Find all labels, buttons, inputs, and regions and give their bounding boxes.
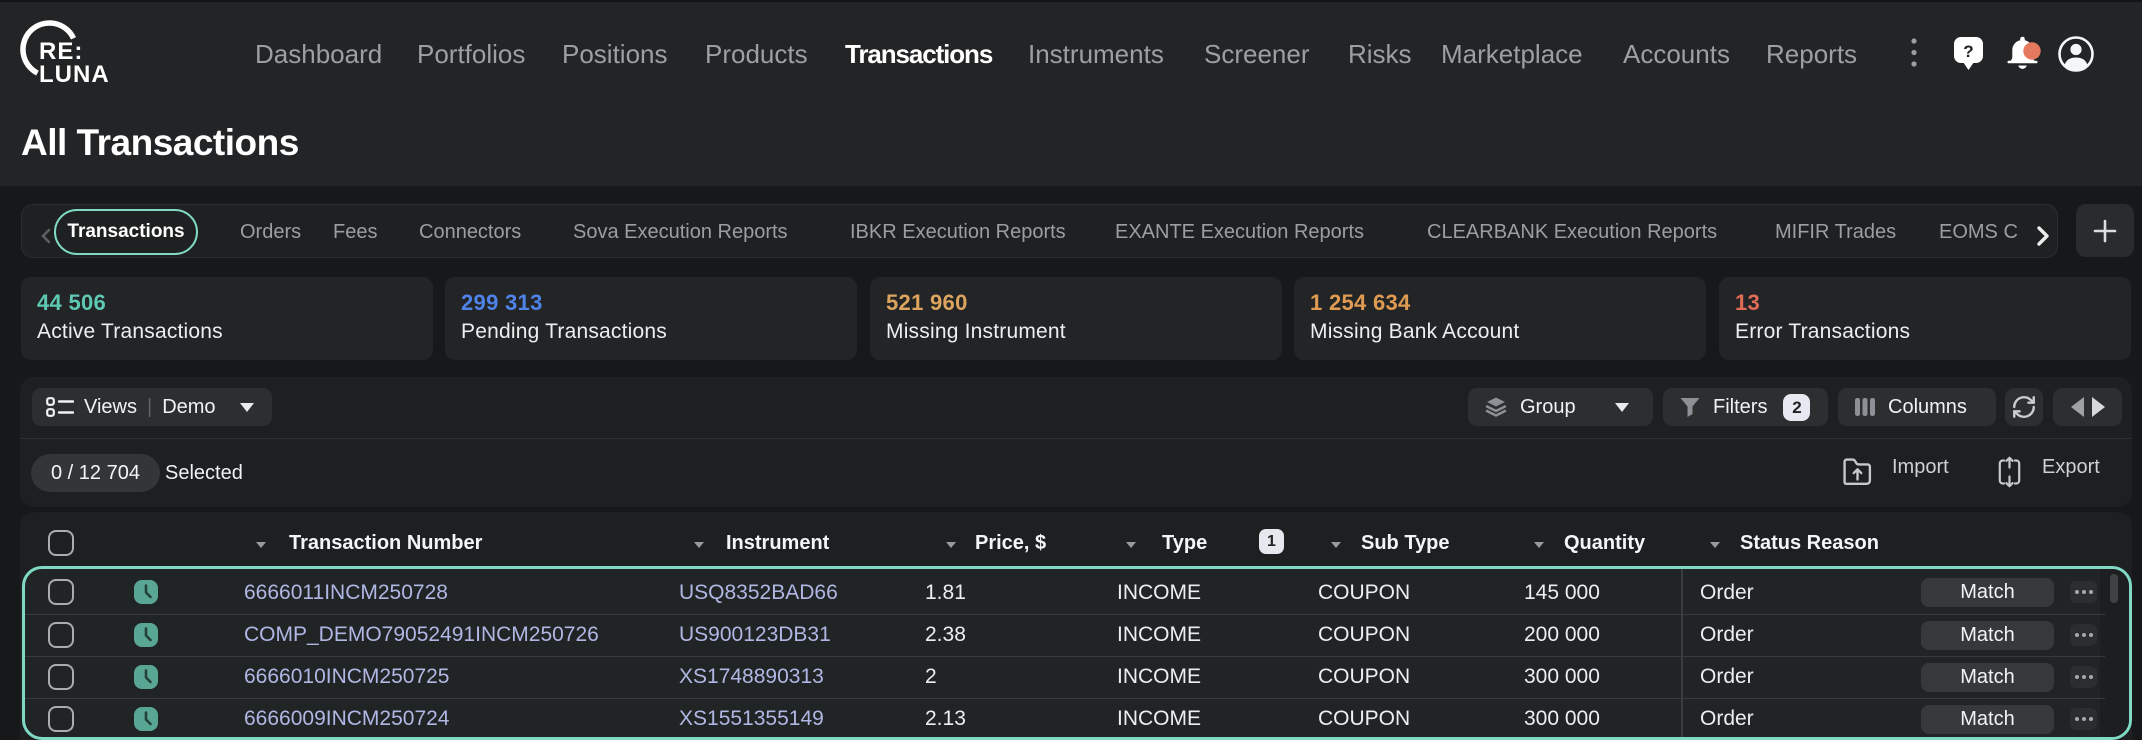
svg-text:RE:: RE: [39, 38, 83, 65]
svg-text:LUNA: LUNA [39, 61, 110, 88]
svg-text:?: ? [1963, 42, 1973, 61]
